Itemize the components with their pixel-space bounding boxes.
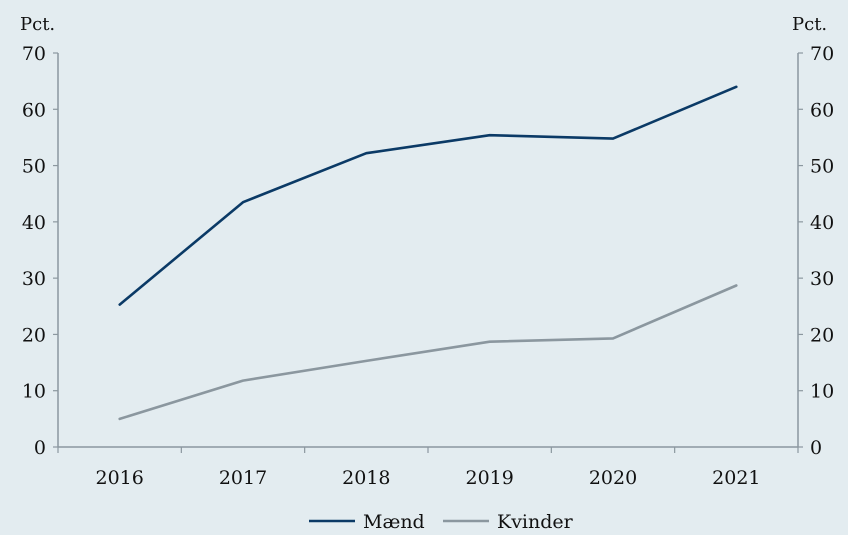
y-tick-label-left: 30 <box>22 268 46 290</box>
y-tick-label-left: 0 <box>34 437 46 459</box>
y-axis-left-unit-label: Pct. <box>20 14 55 35</box>
y-tick-label-right: 20 <box>810 324 834 346</box>
y-tick-label-left: 10 <box>22 381 46 403</box>
series-line-kvinder <box>118 284 738 421</box>
legend-label: Kvinder <box>497 511 574 533</box>
x-tick-label: 2018 <box>342 467 390 489</box>
y-tick-label-right: 60 <box>810 99 834 121</box>
y-tick-label-left: 20 <box>22 324 46 346</box>
x-tick-label: 2020 <box>589 467 637 489</box>
legend: Mænd Kvinder <box>309 511 574 533</box>
series-line-mænd <box>118 85 738 306</box>
x-tick-label: 2019 <box>465 467 513 489</box>
y-axis-right-unit-label: Pct. <box>792 14 827 35</box>
y-tick-label-right: 50 <box>810 156 834 178</box>
y-tick-label-left: 70 <box>22 43 46 65</box>
x-tick-label: 2021 <box>712 467 760 489</box>
y-tick-label-right: 10 <box>810 381 834 403</box>
x-tick-label: 2016 <box>95 467 143 489</box>
y-tick-label-right: 70 <box>810 43 834 65</box>
y-tick-label-left: 60 <box>22 99 46 121</box>
y-tick-label-left: 50 <box>22 156 46 178</box>
y-tick-label-left: 40 <box>22 212 46 234</box>
legend-label: Mænd <box>363 511 425 533</box>
y-tick-label-right: 0 <box>810 437 822 459</box>
x-tick-label: 2017 <box>219 467 267 489</box>
y-tick-label-right: 40 <box>810 212 834 234</box>
y-tick-label-right: 30 <box>810 268 834 290</box>
series-layer <box>118 85 738 421</box>
